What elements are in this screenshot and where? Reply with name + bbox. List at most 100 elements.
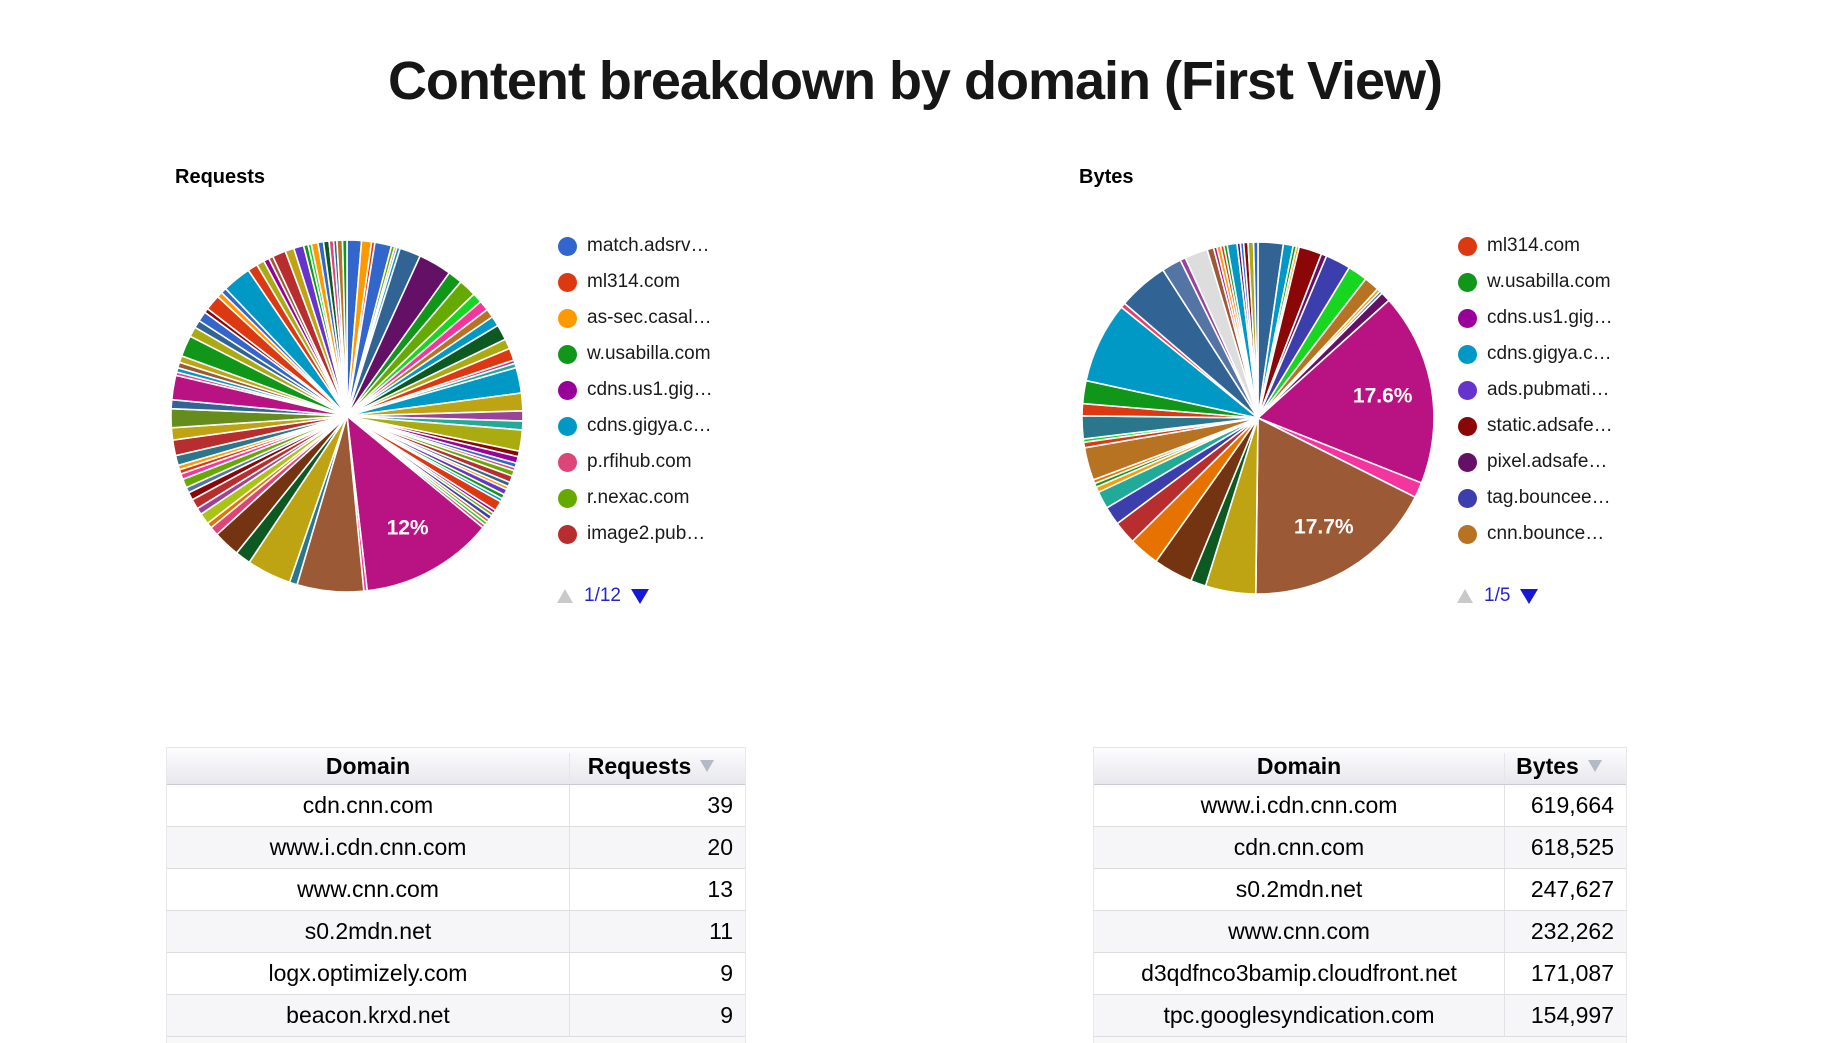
table-cell-value: 247,627 (1504, 869, 1626, 910)
table-cell-value: 20 (569, 827, 745, 868)
legend-item-label: w.usabilla.com (587, 343, 711, 364)
legend-item[interactable]: ml314.com (558, 264, 788, 300)
table-row: www.cnn.com 232,262 (1094, 911, 1626, 953)
table-cell-domain: www.cnn.com (297, 876, 439, 902)
table-header-label: Domain (1256, 752, 1342, 779)
legend-item[interactable]: ads.pubmati… (1458, 372, 1688, 408)
pie-slice[interactable] (341, 239, 348, 417)
sort-descending-icon (1587, 760, 1602, 772)
table-header-label: Bytes (1516, 752, 1579, 779)
legend-color-icon (558, 236, 577, 256)
legend-item-label: cdns.gigya.c… (587, 415, 712, 436)
table-row: tpc.googlesyndication.com 154,997 (1094, 995, 1626, 1037)
table-row: cdn.cnn.com 618,525 (1094, 827, 1626, 869)
table-cell-value: 171,087 (1504, 953, 1626, 994)
legend-item-label: cnn.bounce… (1487, 523, 1605, 544)
table-cell-value: 9 (569, 953, 745, 994)
pie-slice[interactable] (345, 414, 485, 592)
bytes-table: Domain Bytes www.i.cdn.cnn.com 619,664 cdn.c… (1093, 747, 1627, 1043)
table-row: s0.2mdn.net 11 (167, 911, 745, 953)
legend-item[interactable]: pixel.adsafe… (1458, 444, 1688, 480)
table-cell-domain: s0.2mdn.net (304, 918, 432, 944)
legend-item[interactable]: cdns.gigya.c… (1458, 336, 1688, 372)
legend-item[interactable]: as-sec.casal… (558, 300, 788, 336)
table-row: www.i.cdn.cnn.com 20 (167, 827, 745, 869)
table-row-partial (1094, 1037, 1626, 1043)
legend-item-label: match.adsrv… (587, 235, 710, 256)
legend-color-icon (558, 344, 577, 364)
legend-page-indicator: 1/5 (1484, 585, 1511, 606)
table-row-partial (167, 1037, 745, 1043)
table-cell-value: 13 (569, 869, 745, 910)
legend-item[interactable]: match.adsrv… (558, 228, 788, 264)
legend-item-label: cdns.gigya.c… (1487, 343, 1612, 364)
legend-page-up-icon[interactable] (556, 588, 574, 604)
legend-color-icon (558, 380, 577, 400)
legend-page-down-icon[interactable] (630, 588, 650, 605)
table-cell-domain: tpc.googlesyndication.com (1163, 1002, 1435, 1028)
table-cell-domain: www.i.cdn.cnn.com (1200, 792, 1398, 818)
page-title: Content breakdown by domain (First View) (387, 51, 1443, 112)
table-header-row: Domain Bytes (1094, 747, 1626, 785)
pie-slice-label: 12% (387, 516, 429, 539)
legend-color-icon (558, 488, 577, 508)
legend-color-icon (1458, 236, 1477, 256)
legend-color-icon (558, 308, 577, 328)
legend-item-label: static.adsafe… (1487, 415, 1613, 436)
pie-slice[interactable] (1256, 299, 1435, 485)
legend-color-icon (1458, 344, 1477, 364)
table-cell-value: 154,997 (1504, 995, 1626, 1036)
bytes-legend: ml314.com w.usabilla.com cdns.us1.gig… cdns… (1458, 228, 1688, 552)
legend-item[interactable]: w.usabilla.com (558, 336, 788, 372)
table-cell-domain: cdn.cnn.com (302, 792, 434, 818)
legend-item[interactable]: cdns.us1.gig… (558, 372, 788, 408)
table-cell-domain: beacon.krxd.net (286, 1002, 450, 1028)
table-header-cell-requests[interactable]: Requests (569, 752, 745, 780)
table-cell-domain: www.cnn.com (1228, 918, 1370, 944)
legend-item-label: ads.pubmati… (1487, 379, 1610, 400)
pie-slice[interactable] (1254, 416, 1417, 595)
legend-item-label: ml314.com (1487, 235, 1580, 256)
legend-item[interactable]: p.rfihub.com (558, 444, 788, 480)
pie-slice[interactable] (1252, 241, 1259, 419)
table-header-cell-domain[interactable]: Domain (167, 753, 569, 780)
legend-item[interactable]: cdns.gigya.c… (558, 408, 788, 444)
legend-color-icon (1458, 416, 1477, 436)
table-cell-value: 619,664 (1504, 785, 1626, 826)
legend-item-label: image2.pub… (587, 523, 706, 544)
bytes-legend-pagination: 1/5 (1456, 584, 1539, 608)
requests-chart-heading: Requests (175, 166, 266, 188)
sort-descending-icon (700, 760, 715, 772)
legend-color-icon (1458, 272, 1477, 292)
table-row: beacon.krxd.net 9 (167, 995, 745, 1037)
legend-item-label: p.rfihub.com (587, 451, 692, 472)
table-cell-value: 9 (569, 995, 745, 1036)
legend-item[interactable]: cnn.bounce… (1458, 516, 1688, 552)
legend-item-label: as-sec.casal… (587, 307, 712, 328)
legend-item-label: r.nexac.com (587, 487, 690, 508)
legend-color-icon (1458, 524, 1477, 544)
table-cell-domain: d3qdfnco3bamip.cloudfront.net (1141, 960, 1457, 986)
legend-item[interactable]: image2.pub… (558, 516, 788, 552)
legend-page-down-icon[interactable] (1519, 588, 1539, 605)
table-row: www.cnn.com 13 (167, 869, 745, 911)
legend-color-icon (1458, 308, 1477, 328)
legend-item[interactable]: w.usabilla.com (1458, 264, 1688, 300)
table-header-label: Domain (325, 752, 411, 779)
table-cell-domain: cdn.cnn.com (1233, 834, 1365, 860)
legend-page-indicator: 1/12 (584, 585, 621, 606)
table-cell-domain: s0.2mdn.net (1235, 876, 1363, 902)
legend-item[interactable]: cdns.us1.gig… (1458, 300, 1688, 336)
legend-page-up-icon[interactable] (1456, 588, 1474, 604)
legend-item[interactable]: tag.bouncee… (1458, 480, 1688, 516)
legend-item[interactable]: r.nexac.com (558, 480, 788, 516)
legend-color-icon (1458, 488, 1477, 508)
table-header-cell-domain[interactable]: Domain (1094, 753, 1504, 780)
legend-item[interactable]: ml314.com (1458, 228, 1688, 264)
table-row: www.i.cdn.cnn.com 619,664 (1094, 785, 1626, 827)
legend-item[interactable]: static.adsafe… (1458, 408, 1688, 444)
pie-slice-label: 17.7% (1294, 515, 1354, 538)
table-header-cell-bytes[interactable]: Bytes (1504, 752, 1626, 780)
table-cell-domain: logx.optimizely.com (268, 960, 468, 986)
legend-item-label: w.usabilla.com (1487, 271, 1611, 292)
